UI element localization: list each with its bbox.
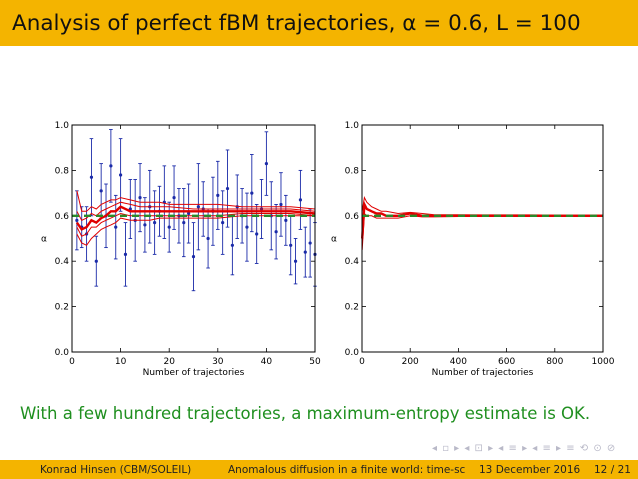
chart-left: 0 10 20 30 40 50 0.0 0.2 0.4 0.6 0.8 1.0 Number of t… xyxy=(41,121,321,378)
slide-caption: With a few hundred trajectories, a maxim… xyxy=(20,404,591,423)
data-point xyxy=(109,164,113,168)
y-tick-label: 0.8 xyxy=(345,166,360,176)
chart-right: 0 200 400 600 800 1000 0.0 0.2 0.4 0.6 0.8 1.0 Numbe… xyxy=(331,121,615,378)
estimate-band-line xyxy=(76,215,315,246)
data-point xyxy=(153,221,157,225)
data-point xyxy=(255,232,259,236)
x-tick-label: 1000 xyxy=(592,357,615,367)
data-point xyxy=(274,230,278,234)
data-point xyxy=(182,221,186,225)
data-point xyxy=(123,252,128,256)
plot-frame xyxy=(71,124,316,353)
y-tick-label: 0.6 xyxy=(345,212,360,222)
data-point xyxy=(138,196,142,200)
y-axis-label: α xyxy=(41,235,47,245)
footer-author: Konrad Hinsen (CBM/SOLEIL) xyxy=(40,463,192,476)
y-tick-label: 0.8 xyxy=(55,166,70,176)
title-bar: Analysis of perfect fBM trajectories, α … xyxy=(0,0,638,46)
x-tick-label: 50 xyxy=(309,357,321,367)
data-point xyxy=(119,173,123,177)
data-point xyxy=(99,189,103,193)
data-point xyxy=(289,243,293,247)
y-axis-label: α xyxy=(331,235,337,245)
estimate-band-line xyxy=(76,212,316,237)
y-tick-label: 0.6 xyxy=(55,212,70,222)
footer-page-number: 12 / 21 xyxy=(594,463,631,476)
y-tick-label: 0.0 xyxy=(345,348,360,358)
estimate-mean-line xyxy=(75,205,316,231)
data-point xyxy=(264,161,268,166)
charts-area: 0 10 20 30 40 50 0.0 0.2 0.4 0.6 0.8 1.0 Number of t… xyxy=(41,121,615,378)
x-tick-label: 30 xyxy=(212,357,224,367)
estimate-band-line xyxy=(361,196,603,216)
footer-talk-title: Anomalous diffusion in a finite world: t… xyxy=(228,463,466,476)
y-tick-label: 1.0 xyxy=(55,121,70,131)
data-point xyxy=(303,250,307,254)
data-point xyxy=(187,211,191,216)
plot-frame xyxy=(361,124,604,353)
y-tick-label: 0.2 xyxy=(55,303,69,313)
data-point xyxy=(114,225,118,229)
slide-title: Analysis of perfect fBM trajectories, α … xyxy=(12,10,581,36)
y-tick-label: 1.0 xyxy=(345,121,360,131)
data-point xyxy=(191,255,196,259)
footer-bar: Konrad Hinsen (CBM/SOLEIL) Anomalous dif… xyxy=(0,460,638,479)
estimate-mean-line xyxy=(361,200,603,239)
data-point xyxy=(293,259,298,263)
data-point xyxy=(225,186,230,191)
data-point xyxy=(250,191,254,195)
data-point xyxy=(167,225,171,229)
data-point xyxy=(284,218,288,222)
data-point xyxy=(206,236,210,241)
estimate-band-line xyxy=(76,190,316,212)
x-tick-label: 800 xyxy=(546,357,563,367)
data-point xyxy=(308,241,312,245)
data-point xyxy=(221,221,225,225)
data-point xyxy=(298,198,303,202)
x-axis-label: Number of trajectories xyxy=(432,368,534,378)
data-point xyxy=(196,205,200,209)
y-tick-label: 0.4 xyxy=(55,257,70,267)
x-tick-label: 40 xyxy=(261,357,273,367)
estimate-band-line xyxy=(361,212,603,250)
data-point xyxy=(75,218,79,222)
data-point xyxy=(245,225,249,229)
beamer-navigation[interactable]: ◂ ▫ ▸ ◂ ⊡ ▸ ◂ ≡ ▸ ◂ ≡ ▸ ≡ ⟲ ⊙ ⊘ xyxy=(432,443,617,454)
data-point xyxy=(230,243,234,247)
x-tick-label: 10 xyxy=(115,357,127,367)
estimate-band-line xyxy=(76,201,316,221)
data-point xyxy=(143,223,147,227)
data-point xyxy=(94,259,98,263)
x-tick-label: 200 xyxy=(402,357,419,367)
y-tick-label: 0.4 xyxy=(345,257,360,267)
x-tick-label: 0 xyxy=(69,357,75,367)
x-tick-label: 0 xyxy=(359,357,365,367)
data-point xyxy=(89,175,94,179)
data-point xyxy=(216,193,220,197)
data-point xyxy=(279,202,283,207)
x-axis-label: Number of trajectories xyxy=(143,368,245,378)
x-tick-label: 400 xyxy=(450,357,467,367)
y-tick-label: 0.0 xyxy=(55,348,70,358)
x-tick-label: 20 xyxy=(163,357,175,367)
y-tick-label: 0.2 xyxy=(345,303,359,313)
x-tick-label: 600 xyxy=(498,357,515,367)
footer-date: 13 December 2016 xyxy=(479,463,581,476)
data-point xyxy=(172,196,176,200)
